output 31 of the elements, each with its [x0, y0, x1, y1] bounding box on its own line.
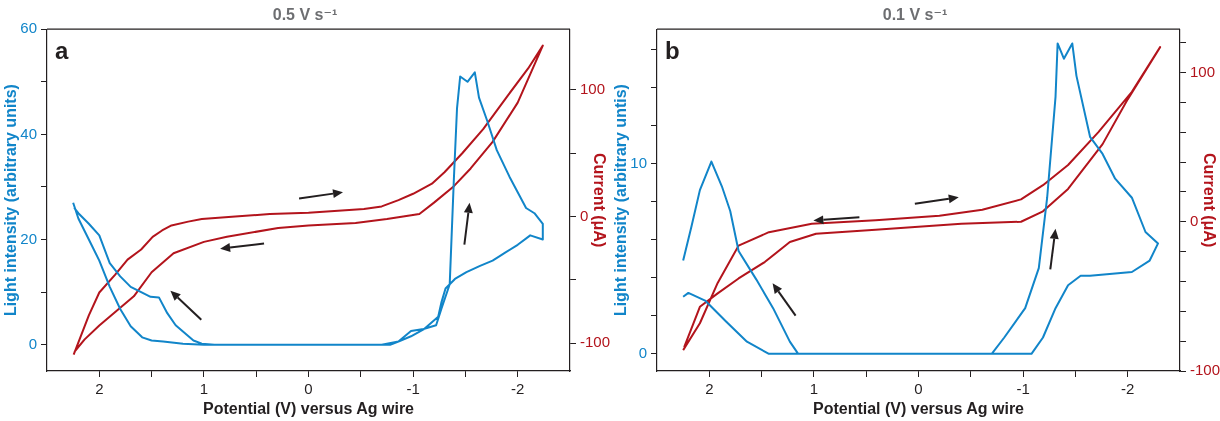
- annotation: a: [55, 37, 69, 65]
- x-tick-label: -2: [1121, 380, 1135, 398]
- y2-tick-label: 100: [1190, 62, 1216, 80]
- x-tick-label: 0: [304, 380, 313, 398]
- x-tick-label: -1: [1016, 380, 1030, 398]
- y2-tick-label: 0: [1190, 211, 1199, 229]
- annotation: b: [665, 37, 680, 65]
- x-tick-label: -1: [406, 380, 420, 398]
- chart-title: 0.1 V s⁻¹: [882, 6, 948, 24]
- y2-tick-label: 100: [580, 80, 606, 98]
- y2-axis-title: Current (μA): [590, 152, 608, 248]
- y-tick-label: 20: [20, 229, 37, 247]
- x-tick-label: 0: [914, 380, 923, 398]
- y-axis-title: Light intensity (arbitrary untis): [612, 84, 630, 317]
- y-axis-title: Light intensity (arbitrary units): [2, 84, 20, 317]
- x-tick-label: 1: [809, 380, 819, 398]
- y-tick-label: 60: [20, 19, 37, 37]
- x-tick-label: -2: [511, 380, 525, 398]
- y-tick-label: 10: [630, 153, 647, 171]
- y2-tick-label: 0: [580, 206, 589, 224]
- x-tick-label: 1: [199, 380, 209, 398]
- y2-axis-title: Current (μA): [1200, 152, 1218, 248]
- x-tick-label: 2: [95, 380, 104, 398]
- y2-tick-label: -100: [1190, 361, 1220, 379]
- x-axis-title: Potential (V) versus Ag wire: [812, 399, 1025, 417]
- chart-title: 0.5 V s⁻¹: [272, 6, 338, 24]
- y-tick-label: 40: [20, 124, 37, 142]
- x-axis-title: Potential (V) versus Ag wire: [202, 399, 415, 417]
- y-tick-label: 0: [28, 334, 37, 352]
- y2-tick-label: -100: [580, 333, 611, 351]
- x-tick-label: 2: [705, 380, 714, 398]
